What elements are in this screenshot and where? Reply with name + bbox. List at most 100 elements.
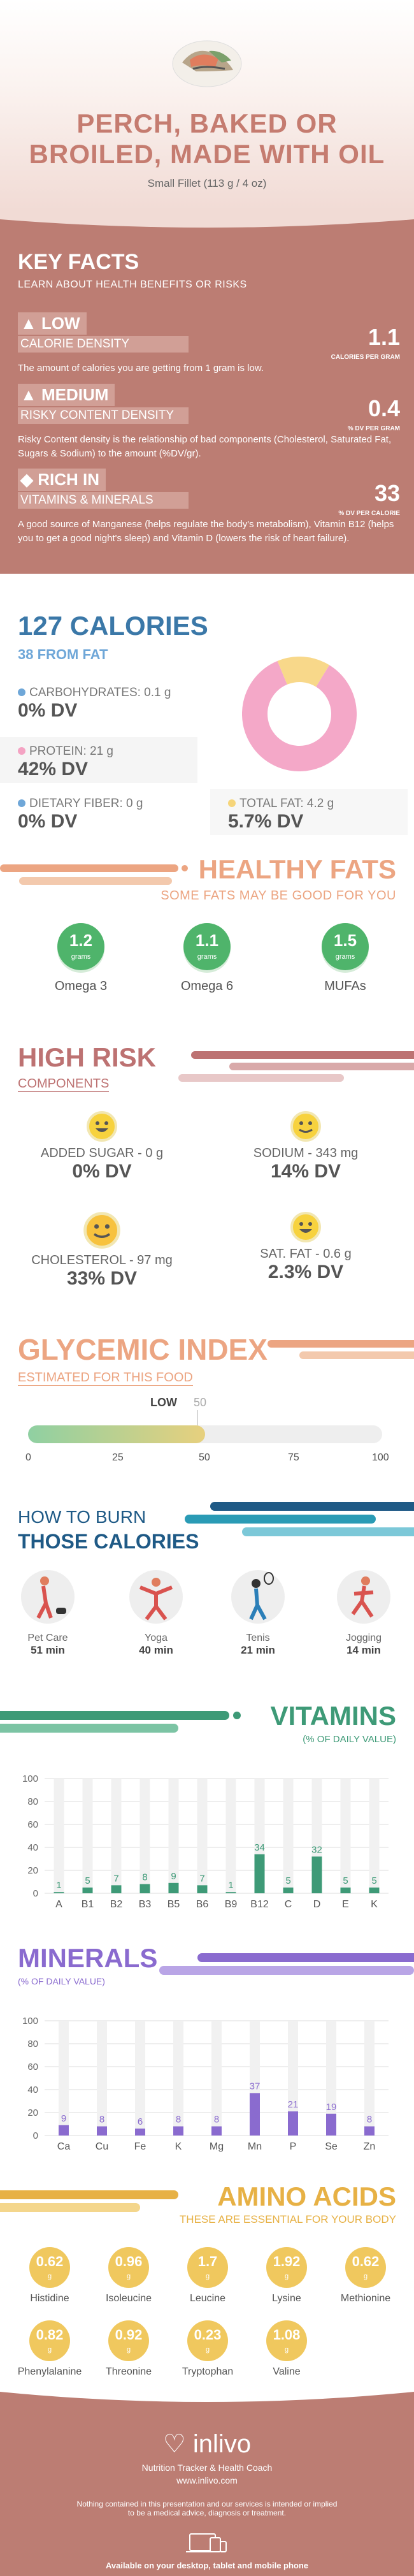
calorie-donut-chart — [242, 657, 357, 771]
vitamin-category-label: B12 — [250, 1899, 269, 1910]
disclaimer-line-2: to be a medical advice, diagnosis or tre… — [127, 2508, 287, 2517]
amino-unit: g — [126, 2346, 131, 2354]
warning-icon: ▲ — [20, 385, 37, 404]
amino-name: Valine — [273, 2366, 301, 2377]
vitamin-category-label: B3 — [139, 1899, 152, 1910]
fat-omega-6: 1.1 grams Omega 6 — [178, 923, 236, 994]
amino-methionine: 0.62 g Methionine — [327, 2247, 404, 2304]
glycemic-tick: 50 — [199, 1452, 210, 1463]
high-risk-heading: HIGH RISK — [18, 1042, 157, 1072]
amino-unit: g — [47, 2346, 52, 2354]
vitamin-bar — [369, 1888, 380, 1893]
vitamin-bar — [197, 1885, 208, 1893]
vitamins-heading: VITAMINS — [270, 1701, 396, 1731]
glycemic-tick: 100 — [372, 1452, 389, 1463]
nutrient-protein: PROTEIN: 21 g 42% DV — [0, 737, 197, 783]
brand-logo[interactable]: ♡ inlivo — [0, 2429, 414, 2459]
vitamin-data-label: 9 — [171, 1871, 176, 1882]
amino-leucine: 1.7 g Leucine — [169, 2247, 246, 2304]
mineral-category-label: P — [290, 2141, 297, 2152]
fat-value: 1.5 — [333, 931, 357, 950]
vitamin-data-label: 5 — [343, 1875, 348, 1886]
mineral-ytick: 80 — [27, 2039, 38, 2049]
vitamin-category-label: A — [55, 1899, 62, 1910]
leaf-icon: ◆ — [20, 470, 33, 489]
amino-threonine: 0.92 g Threonine — [90, 2320, 167, 2378]
risk-label: SODIUM - 343 mg — [253, 1146, 359, 1160]
calorie-density-desc: The amount of calories you are getting f… — [18, 363, 264, 374]
nutrient-label: DIETARY FIBER: 0 g — [29, 797, 143, 810]
risk-label: SAT. FAT - 0.6 g — [260, 1247, 352, 1261]
fat-name: MUFAs — [324, 979, 366, 993]
brand-url[interactable]: www.inlivo.com — [176, 2475, 238, 2485]
vitamin-category-label: B1 — [82, 1899, 94, 1910]
risk-sodium: SODIUM - 343 mg 14% DV — [210, 1110, 401, 1182]
rich-in-unit: % DV PER CALORIE — [338, 510, 400, 517]
mineral-ytick: 40 — [27, 2085, 38, 2095]
vitamin-data-label: 7 — [113, 1873, 118, 1884]
fat-name: Omega 3 — [54, 979, 108, 993]
calorie-density-value: 1.1 CALORIES PER GRAM — [331, 324, 400, 362]
high-risk-decoration — [178, 1051, 414, 1082]
activity-minutes: 40 min — [139, 1644, 173, 1656]
glycemic-marker — [197, 1410, 198, 1425]
nutrient-total-fat: TOTAL FAT: 4.2 g 5.7% DV — [210, 789, 408, 835]
bullet-icon — [18, 688, 25, 696]
vitamin-ytick: 80 — [27, 1796, 38, 1807]
footer-divider — [0, 2387, 414, 2402]
calorie-density-number: 1.1 — [368, 324, 400, 350]
amino-decoration — [0, 2190, 178, 2212]
food-photo — [172, 40, 242, 87]
glycemic-tick: 25 — [112, 1452, 124, 1463]
risk-sat-fat: SAT. FAT - 0.6 g 2.3% DV — [210, 1211, 401, 1283]
glycemic-tick: 0 — [25, 1452, 31, 1463]
activity-yoga: Yoga 40 min — [121, 1568, 191, 1657]
mineral-bar — [364, 2126, 375, 2136]
amino-phenylalanine: 0.82 g Phenylalanine — [11, 2320, 88, 2378]
nutrient-label: CARBOHYDRATES: 0.1 g — [29, 686, 171, 699]
glycemic-fill — [28, 1425, 205, 1443]
risk-value: 0% DV — [72, 1161, 132, 1182]
pet-care-icon — [21, 1570, 75, 1624]
vitamin-bar — [82, 1888, 93, 1893]
vitamin-bar-bg — [340, 1779, 351, 1893]
activity-minutes: 51 min — [31, 1644, 65, 1656]
vitamin-ytick: 100 — [22, 1773, 38, 1784]
fat-value: 1.2 — [69, 931, 93, 950]
glycemic-decoration — [268, 1340, 414, 1359]
fat-badge: 1.1 grams — [183, 923, 231, 970]
amino-value: 1.92 — [273, 2253, 301, 2269]
burn-decoration — [185, 1502, 414, 1536]
amino-value: 0.23 — [194, 2327, 222, 2343]
smiley-icon — [290, 1111, 321, 1142]
mineral-category-label: Cu — [96, 2141, 108, 2152]
mineral-category-label: Zn — [364, 2141, 376, 2152]
mineral-bar-bg — [97, 2021, 107, 2136]
mineral-data-label: 9 — [61, 2113, 66, 2124]
nutrient-label: TOTAL FAT: 4.2 g — [239, 797, 334, 810]
fat-unit: grams — [71, 953, 91, 961]
heart-icon: ♡ — [162, 2430, 186, 2458]
vitamin-category-label: B6 — [196, 1899, 209, 1910]
yoga-icon — [129, 1570, 183, 1624]
amino-unit: g — [284, 2273, 289, 2280]
bullet-icon — [228, 799, 236, 807]
glycemic-heading: GLYCEMIC INDEX — [18, 1333, 268, 1366]
amino-name: Threonine — [105, 2366, 152, 2377]
vitamin-category-label: B5 — [168, 1899, 180, 1910]
calorie-density-level: LOW — [41, 314, 80, 333]
tennis-icon — [231, 1570, 285, 1624]
mineral-data-label: 6 — [138, 2116, 143, 2127]
risky-content-value: 0.4 % DV PER GRAM — [348, 395, 400, 433]
amino-value: 0.62 — [352, 2253, 380, 2269]
mineral-bar-bg — [59, 2021, 69, 2136]
key-facts-subheading: LEARN ABOUT HEALTH BENEFITS OR RISKS — [18, 279, 247, 290]
title-line-1: PERCH, BAKED OR — [76, 108, 338, 138]
vitamin-bar — [54, 1892, 64, 1893]
vitamin-bar-bg — [225, 1779, 236, 1893]
mineral-ytick: 20 — [27, 2107, 38, 2118]
mineral-data-label: 8 — [367, 2114, 372, 2125]
amino-name: Lysine — [272, 2293, 301, 2304]
smiley-icon — [290, 1212, 321, 1242]
activity-name: Jogging — [345, 1633, 382, 1643]
